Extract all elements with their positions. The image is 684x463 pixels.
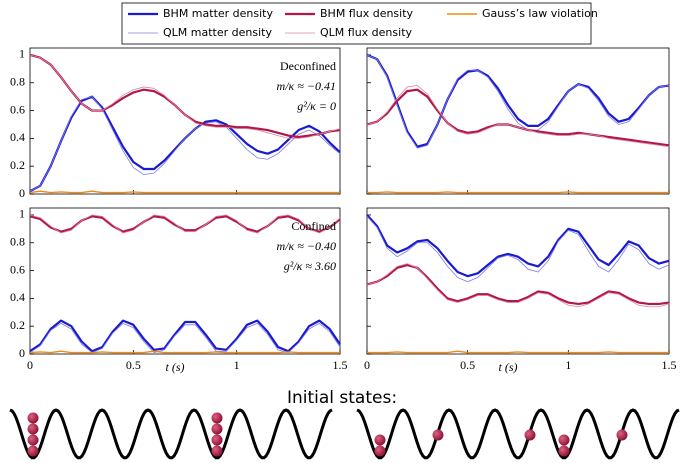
potential-well bbox=[356, 408, 680, 460]
annotation: g²/κ = 0 bbox=[297, 99, 336, 113]
y-tick-label: 0.2 bbox=[10, 318, 25, 332]
potential-well bbox=[9, 408, 333, 460]
series-line bbox=[29, 350, 340, 354]
x-tick-label: 0.5 bbox=[460, 358, 475, 372]
y-tick-label: 1 bbox=[19, 207, 25, 221]
atom bbox=[374, 445, 386, 457]
atom bbox=[616, 429, 628, 441]
annotation: Confined bbox=[291, 219, 336, 233]
annotation: Deconfined bbox=[280, 59, 336, 73]
atom bbox=[558, 434, 570, 446]
series-line bbox=[29, 96, 341, 192]
legend: BHM matter density QLM matter density BHM … bbox=[121, 2, 598, 45]
y-tick-label: 0.4 bbox=[10, 130, 25, 144]
plot-frame bbox=[29, 207, 341, 355]
legend-label: QLM flux density bbox=[320, 26, 413, 39]
x-tick-label: 1 bbox=[565, 358, 571, 372]
x-tick-label: 0.5 bbox=[126, 358, 141, 372]
x-axis-label: t (s) bbox=[499, 360, 518, 374]
atom bbox=[27, 434, 39, 446]
series-line bbox=[366, 216, 670, 283]
annotation: m/κ ≈ −0.40 bbox=[277, 239, 336, 253]
x-tick-label: 1.5 bbox=[333, 358, 348, 372]
legend-box bbox=[121, 2, 592, 45]
y-tick-label: 0.6 bbox=[10, 102, 25, 116]
series-line bbox=[366, 263, 670, 308]
atom bbox=[211, 423, 223, 435]
series-line bbox=[29, 54, 341, 139]
atom bbox=[27, 423, 39, 435]
series-line bbox=[366, 53, 670, 148]
atom bbox=[211, 412, 223, 424]
annotation: g²/κ ≈ 3.60 bbox=[284, 259, 336, 273]
plot-frame bbox=[29, 47, 341, 195]
x-tick-label: 1 bbox=[234, 358, 240, 372]
atom bbox=[374, 434, 386, 446]
atom bbox=[211, 434, 223, 446]
plot-frame bbox=[366, 47, 670, 195]
atom bbox=[524, 429, 536, 441]
y-tick-label: 0.2 bbox=[10, 158, 25, 172]
series-line bbox=[366, 263, 670, 306]
series-line bbox=[29, 190, 340, 194]
y-tick-label: 0 bbox=[19, 346, 25, 360]
y-tick-label: 0.6 bbox=[10, 262, 25, 276]
legend-label: BHM matter density bbox=[163, 7, 273, 20]
x-tick-label: 0 bbox=[364, 358, 370, 372]
diagram-title: Initial states: bbox=[287, 388, 397, 408]
series-line bbox=[29, 214, 341, 234]
x-tick-label: 1.5 bbox=[662, 358, 677, 372]
plot-frame bbox=[366, 207, 670, 355]
y-tick-label: 1 bbox=[19, 47, 25, 61]
legend-label: Gauss’s law violation bbox=[482, 7, 598, 20]
series-line bbox=[29, 323, 341, 354]
legend-label: QLM matter density bbox=[163, 26, 272, 39]
y-tick-label: 0.8 bbox=[10, 75, 25, 89]
series-line bbox=[367, 191, 669, 194]
atom bbox=[558, 445, 570, 457]
series-line bbox=[366, 214, 670, 278]
atom bbox=[211, 445, 223, 457]
atom bbox=[432, 429, 444, 441]
series-line bbox=[366, 85, 670, 148]
series-line bbox=[29, 95, 341, 193]
annotation: m/κ ≈ −0.41 bbox=[277, 79, 336, 93]
series-line bbox=[367, 350, 669, 354]
x-tick-label: 0 bbox=[27, 358, 33, 372]
y-tick-label: 0.4 bbox=[10, 290, 25, 304]
x-axis-label: t (s) bbox=[166, 360, 185, 374]
atom bbox=[27, 412, 39, 424]
y-tick-label: 0.8 bbox=[10, 235, 25, 249]
series-line bbox=[366, 54, 670, 149]
y-tick-label: 0 bbox=[19, 186, 25, 200]
legend-label: BHM flux density bbox=[320, 7, 414, 20]
atom bbox=[27, 445, 39, 457]
